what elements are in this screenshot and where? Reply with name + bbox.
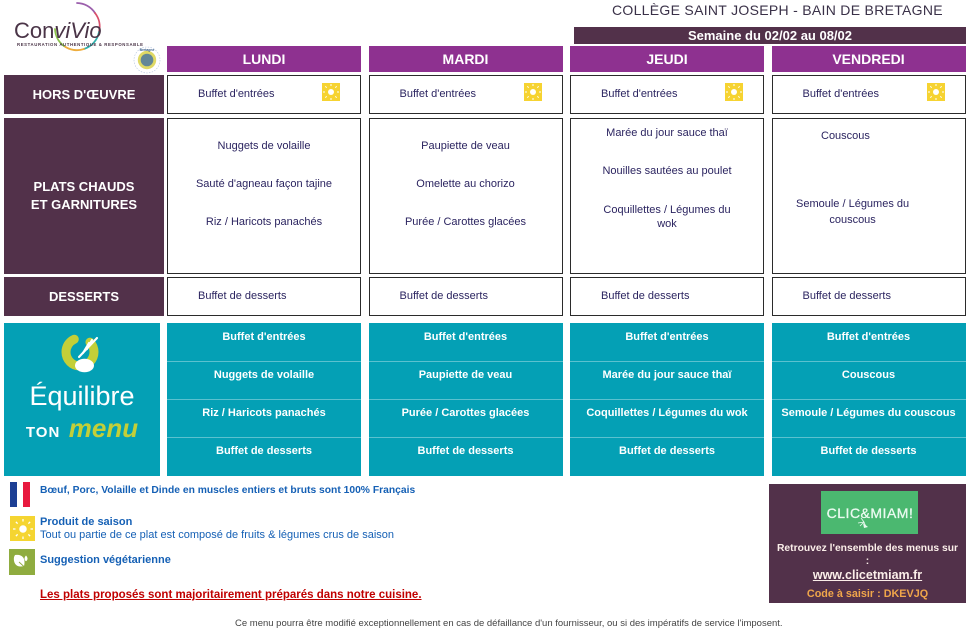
svg-text:Bretagne: Bretagne <box>140 48 155 52</box>
svg-text:CLIC&MIAM!: CLIC&MIAM! <box>826 505 913 521</box>
